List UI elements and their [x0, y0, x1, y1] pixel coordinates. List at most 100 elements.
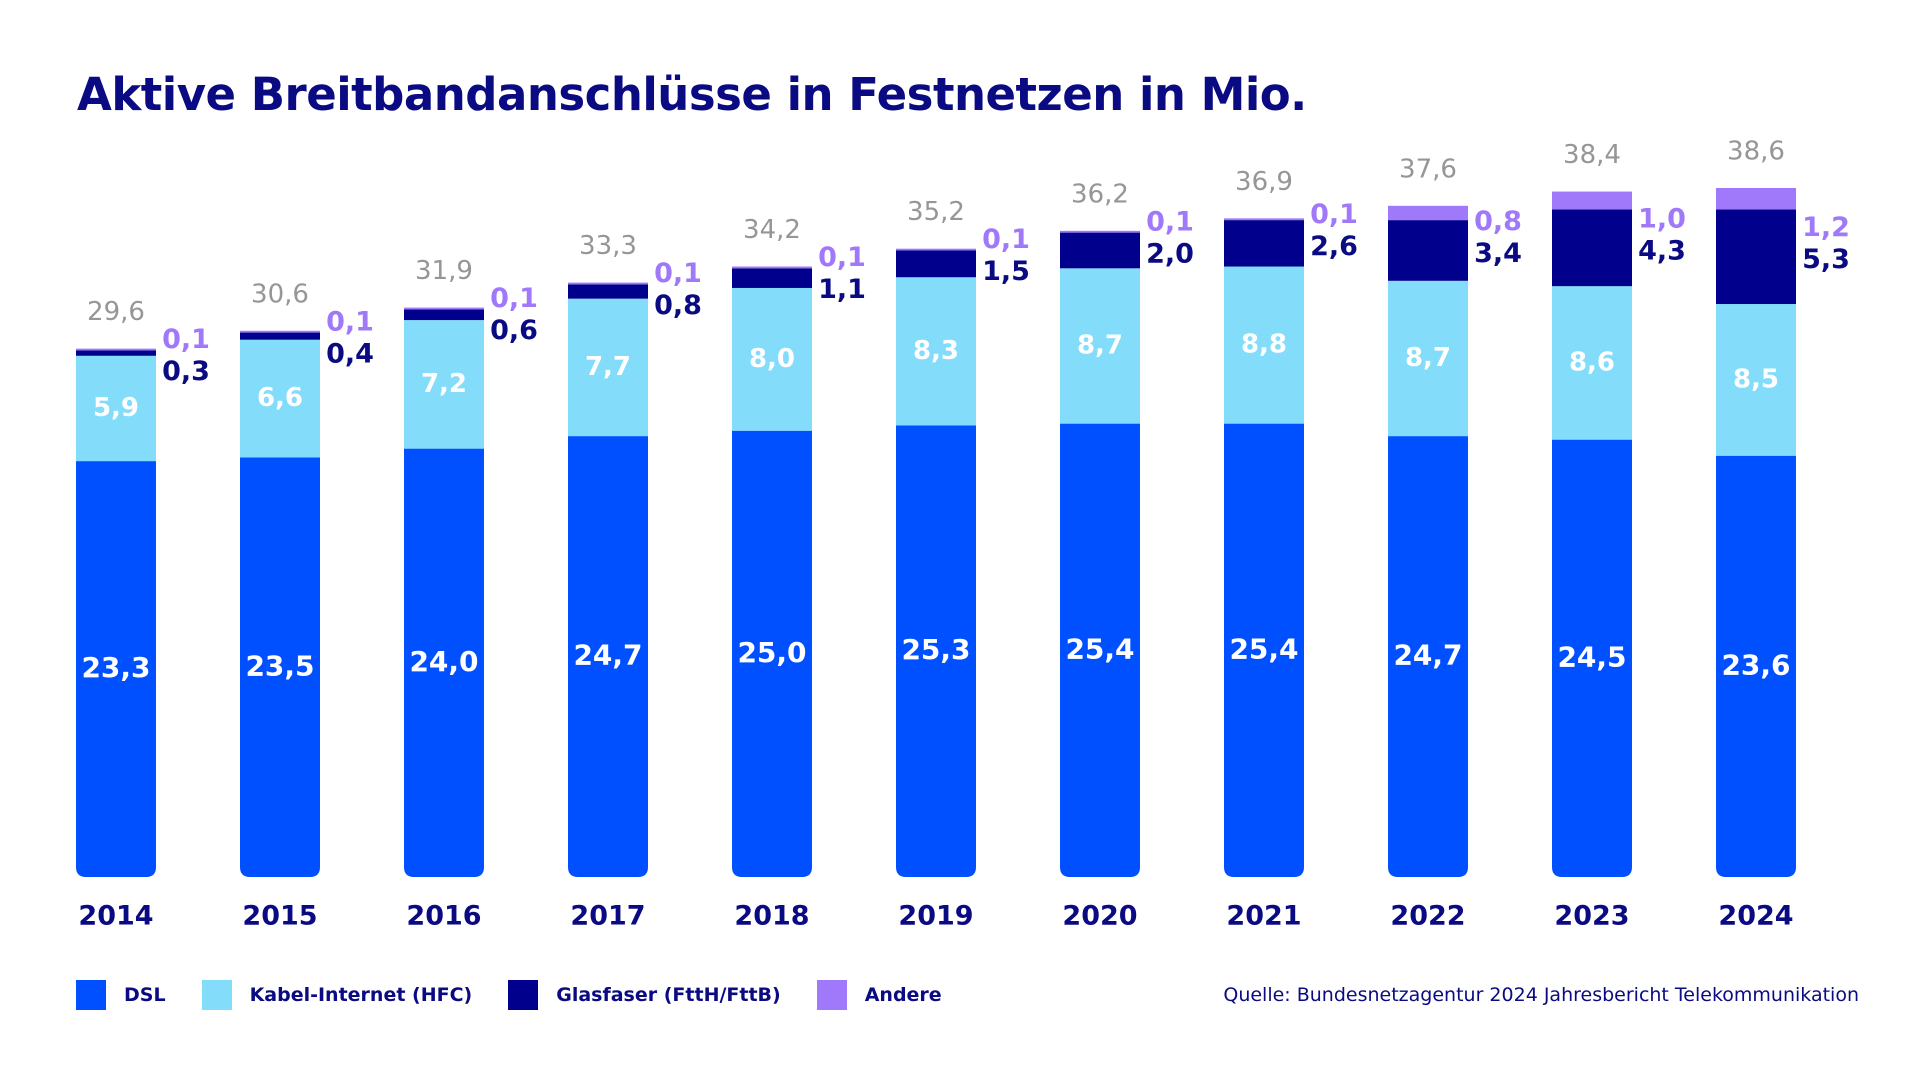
bar-segment-dsl-2020 — [1060, 423, 1140, 877]
x-tick-label-2019: 2019 — [898, 901, 973, 932]
bar-segment-fiber-2024 — [1716, 209, 1796, 305]
bar-segment-other-2015 — [240, 330, 320, 333]
data-label-hfc-2024: 8,5 — [1733, 364, 1779, 394]
data-label-fiber-2019: 1,5 — [982, 256, 1030, 287]
data-label-fiber-2015: 0,4 — [326, 338, 374, 369]
data-label-hfc-2016: 7,2 — [421, 369, 467, 399]
bar-segment-other-2017 — [568, 282, 648, 285]
bar-segment-hfc-2016 — [404, 320, 484, 449]
total-label-2021: 36,9 — [1235, 167, 1293, 197]
legend-swatch-fiber — [508, 980, 539, 1010]
x-tick-label-2024: 2024 — [1718, 901, 1793, 932]
data-label-dsl-2018: 25,0 — [737, 636, 806, 669]
data-label-hfc-2019: 8,3 — [913, 336, 959, 366]
total-label-2014: 29,6 — [87, 297, 145, 327]
bar-segment-dsl-2017 — [568, 436, 648, 877]
total-label-2018: 34,2 — [743, 215, 801, 245]
legend-label-fiber: Glasfaser (FttH/FttB) — [556, 984, 781, 1006]
x-tick-label-2016: 2016 — [406, 901, 481, 932]
data-label-hfc-2018: 8,0 — [749, 344, 795, 374]
legend-item-fiber: Glasfaser (FttH/FttB) — [508, 980, 781, 1010]
data-label-dsl-2017: 24,7 — [573, 639, 642, 672]
legend-swatch-hfc — [201, 980, 232, 1010]
bar-segment-dsl-2015 — [240, 457, 320, 877]
bar-segment-fiber-2015 — [240, 332, 320, 340]
bar-segment-hfc-2017 — [568, 298, 648, 437]
bar-segment-other-2020 — [1060, 230, 1140, 233]
x-tick-label-2023: 2023 — [1554, 901, 1629, 932]
bar-segment-dsl-2018 — [732, 430, 812, 877]
stacked-bar-chart: 23,35,90,30,129,6201423,56,60,40,130,620… — [76, 136, 1850, 932]
x-tick-label-2020: 2020 — [1062, 901, 1137, 932]
bar-segment-fiber-2022 — [1388, 220, 1468, 281]
x-tick-label-2015: 2015 — [242, 901, 317, 932]
total-label-2016: 31,9 — [415, 256, 473, 286]
total-label-2019: 35,2 — [907, 197, 965, 227]
data-label-hfc-2022: 8,7 — [1405, 343, 1451, 373]
data-label-hfc-2020: 8,7 — [1077, 330, 1123, 360]
data-label-other-2020: 0,1 — [1146, 206, 1194, 237]
bar-segment-fiber-2018 — [732, 268, 812, 288]
total-label-2023: 38,4 — [1563, 140, 1621, 170]
bar-segment-other-2014 — [76, 348, 156, 351]
x-tick-label-2018: 2018 — [734, 901, 809, 932]
data-label-hfc-2017: 7,7 — [585, 352, 631, 382]
legend-swatch-dsl — [76, 980, 106, 1010]
data-label-dsl-2015: 23,5 — [245, 649, 314, 682]
data-label-fiber-2018: 1,1 — [818, 274, 866, 305]
legend-label-other: Andere — [864, 984, 942, 1006]
bar-segment-hfc-2022 — [1388, 280, 1468, 437]
data-label-dsl-2016: 24,0 — [409, 645, 478, 678]
bar-segment-other-2021 — [1224, 218, 1304, 221]
data-label-fiber-2017: 0,8 — [654, 290, 702, 321]
data-label-hfc-2023: 8,6 — [1569, 347, 1615, 377]
x-tick-label-2021: 2021 — [1226, 901, 1301, 932]
bar-segment-fiber-2019 — [896, 250, 976, 278]
x-tick-label-2017: 2017 — [570, 901, 645, 932]
bar-segment-dsl-2016 — [404, 448, 484, 877]
bar-segment-other-2024 — [1716, 187, 1796, 210]
bar-segment-dsl-2024 — [1716, 455, 1796, 877]
data-label-other-2017: 0,1 — [654, 258, 702, 289]
data-label-other-2022: 0,8 — [1474, 206, 1522, 237]
bar-segment-dsl-2019 — [896, 425, 976, 877]
legend-item-dsl: DSL — [76, 980, 166, 1010]
bar-segment-hfc-2023 — [1552, 286, 1632, 440]
bar-segment-fiber-2014 — [76, 350, 156, 356]
data-label-hfc-2014: 5,9 — [93, 393, 139, 423]
bar-segment-hfc-2019 — [896, 277, 976, 426]
data-label-fiber-2016: 0,6 — [490, 315, 538, 346]
data-label-other-2014: 0,1 — [162, 324, 210, 355]
data-label-fiber-2021: 2,6 — [1310, 231, 1358, 262]
bar-segment-other-2016 — [404, 307, 484, 310]
bar-segment-hfc-2021 — [1224, 266, 1304, 424]
data-label-other-2015: 0,1 — [326, 306, 374, 337]
data-label-dsl-2024: 23,6 — [1721, 648, 1790, 681]
bar-segment-dsl-2021 — [1224, 423, 1304, 877]
total-label-2022: 37,6 — [1399, 154, 1457, 184]
bar-segment-fiber-2020 — [1060, 232, 1140, 269]
legend-label-dsl: DSL — [124, 984, 166, 1006]
data-label-hfc-2015: 6,6 — [257, 383, 303, 413]
data-label-dsl-2020: 25,4 — [1065, 632, 1134, 665]
bar-segment-dsl-2022 — [1388, 436, 1468, 877]
bar-segment-hfc-2024 — [1716, 304, 1796, 456]
legend-item-hfc: Kabel-Internet (HFC) — [201, 980, 472, 1010]
bar-segment-other-2023 — [1552, 191, 1632, 210]
bar-segment-other-2018 — [732, 266, 812, 269]
data-label-dsl-2021: 25,4 — [1229, 632, 1298, 665]
data-label-other-2018: 0,1 — [818, 242, 866, 273]
data-label-other-2023: 1,0 — [1638, 203, 1686, 234]
data-label-other-2021: 0,1 — [1310, 199, 1358, 230]
data-label-other-2016: 0,1 — [490, 283, 538, 314]
total-label-2024: 38,6 — [1727, 136, 1785, 166]
bar-segment-dsl-2014 — [76, 461, 156, 877]
bar-segment-other-2019 — [896, 248, 976, 251]
bar-segment-dsl-2023 — [1552, 439, 1632, 877]
x-tick-label-2014: 2014 — [78, 901, 153, 932]
data-label-fiber-2014: 0,3 — [162, 356, 210, 387]
total-label-2017: 33,3 — [579, 231, 637, 261]
data-label-dsl-2022: 24,7 — [1393, 639, 1462, 672]
data-label-other-2024: 1,2 — [1802, 212, 1850, 243]
data-label-dsl-2023: 24,5 — [1557, 640, 1626, 673]
